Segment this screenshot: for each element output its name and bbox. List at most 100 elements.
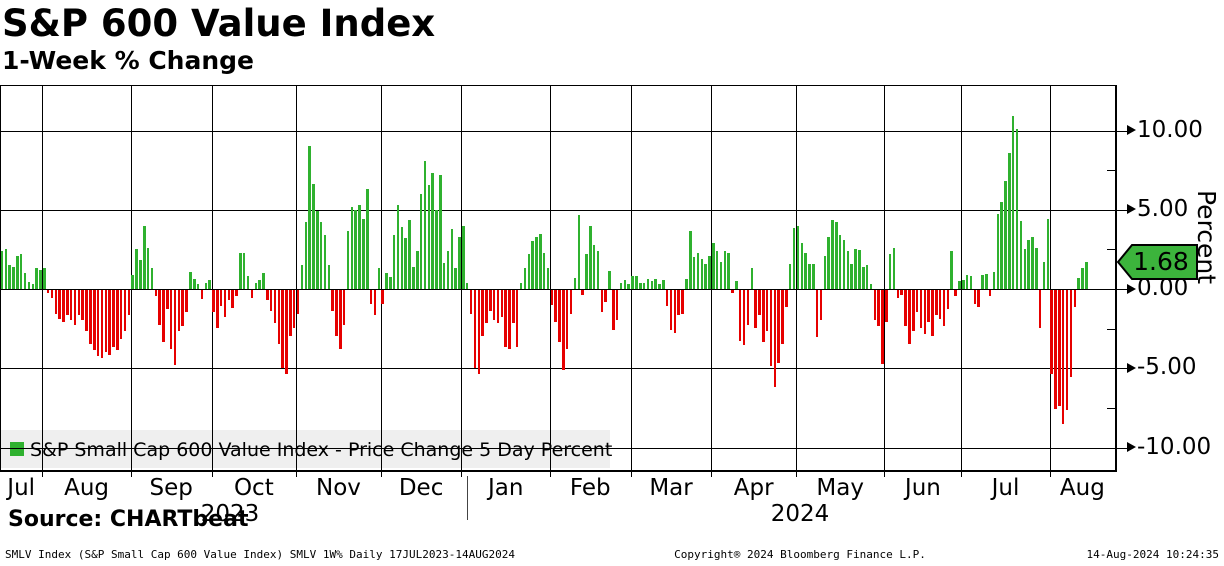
data-bar	[89, 290, 92, 344]
x-tick	[795, 470, 797, 477]
data-bar	[731, 290, 734, 294]
data-bar	[596, 250, 600, 289]
x-month-label: Feb	[569, 475, 611, 501]
data-bar	[558, 290, 561, 343]
data-bar	[381, 290, 384, 305]
data-bar	[250, 290, 254, 298]
data-bar	[938, 290, 942, 319]
data-bar	[689, 231, 692, 289]
x-month-label: Jul	[7, 475, 36, 501]
x-tick	[130, 470, 132, 477]
data-bar	[896, 290, 900, 298]
data-bar	[750, 268, 754, 289]
x-year-label: 2023	[200, 501, 260, 527]
data-bar	[619, 283, 623, 289]
data-bar	[108, 290, 111, 355]
data-bar	[477, 290, 481, 374]
data-bar	[754, 290, 757, 329]
data-bar	[819, 290, 823, 321]
x-month-label: Aug	[1059, 475, 1105, 501]
y-minor-tick	[1107, 328, 1115, 330]
data-bar	[919, 290, 923, 329]
data-bar	[604, 290, 607, 302]
data-bar	[592, 245, 596, 289]
data-bar	[139, 259, 142, 289]
data-bar	[196, 284, 200, 289]
data-bar	[454, 268, 457, 289]
timestamp: 14-Aug-2024 10:24:35	[1086, 548, 1219, 561]
data-bar	[362, 219, 365, 289]
data-bar	[815, 290, 819, 337]
data-bar	[285, 290, 288, 374]
data-bar	[127, 290, 131, 316]
v-gridline	[296, 85, 298, 470]
data-bar	[162, 290, 165, 343]
data-bar	[719, 262, 723, 289]
data-bar	[19, 254, 23, 289]
x-month-label: Jun	[904, 475, 941, 501]
data-bar	[266, 290, 269, 301]
data-bar	[23, 273, 27, 289]
x-tick	[711, 470, 713, 477]
data-bar	[654, 279, 657, 289]
data-bar	[350, 206, 354, 289]
data-bar	[631, 275, 634, 289]
v-gridline	[711, 85, 713, 470]
data-bar	[235, 290, 238, 296]
data-bar	[612, 290, 615, 330]
data-bar	[673, 290, 677, 333]
data-bar	[166, 290, 169, 310]
data-bar	[396, 204, 400, 289]
data-bar	[177, 290, 181, 332]
data-bar	[1077, 277, 1080, 289]
data-bar	[512, 290, 515, 324]
v-gridline	[42, 85, 44, 470]
data-bar	[781, 290, 784, 344]
data-bar	[881, 290, 884, 364]
v-gridline	[961, 85, 963, 470]
data-bar	[804, 252, 807, 289]
data-bar	[189, 272, 192, 289]
x-month-label: Jan	[487, 475, 524, 501]
data-bar	[242, 252, 246, 289]
y-tick-label: 5.00	[1137, 195, 1189, 222]
data-bar	[342, 290, 346, 325]
data-bar	[4, 249, 8, 289]
y-minor-tick	[1107, 170, 1115, 172]
legend-swatch-icon	[10, 442, 24, 456]
x-month-label: Aug	[64, 475, 110, 501]
data-bar	[569, 290, 573, 314]
x-tick	[884, 470, 886, 477]
data-bar	[600, 290, 604, 313]
data-bar	[500, 290, 504, 317]
year-separator-line	[467, 476, 468, 520]
data-bar	[796, 226, 800, 289]
data-bar	[977, 290, 980, 308]
data-bar	[546, 268, 550, 289]
data-bar	[550, 290, 554, 306]
x-month-label: Apr	[733, 475, 774, 501]
data-bar	[412, 266, 415, 289]
data-bar	[16, 255, 19, 289]
v-gridline	[130, 85, 132, 470]
data-bar	[662, 280, 665, 289]
data-bar	[585, 254, 588, 289]
data-bar	[204, 283, 208, 289]
data-bar	[777, 290, 780, 363]
data-bar	[323, 235, 327, 289]
data-bar	[335, 290, 338, 336]
data-bar	[1085, 262, 1088, 289]
data-bar	[481, 290, 484, 336]
data-bar	[181, 290, 184, 327]
y-tick-arrow-icon	[1127, 283, 1136, 294]
y-tick-arrow-icon	[1127, 204, 1136, 215]
data-bar	[1015, 128, 1019, 289]
data-bar	[996, 213, 1000, 289]
data-bar	[143, 226, 146, 289]
data-bar	[542, 252, 546, 289]
legend-box	[0, 430, 610, 468]
y-minor-tick	[1107, 249, 1115, 251]
x-month-label: Nov	[315, 475, 361, 501]
v-gridline	[380, 85, 382, 470]
data-bar	[219, 290, 223, 306]
